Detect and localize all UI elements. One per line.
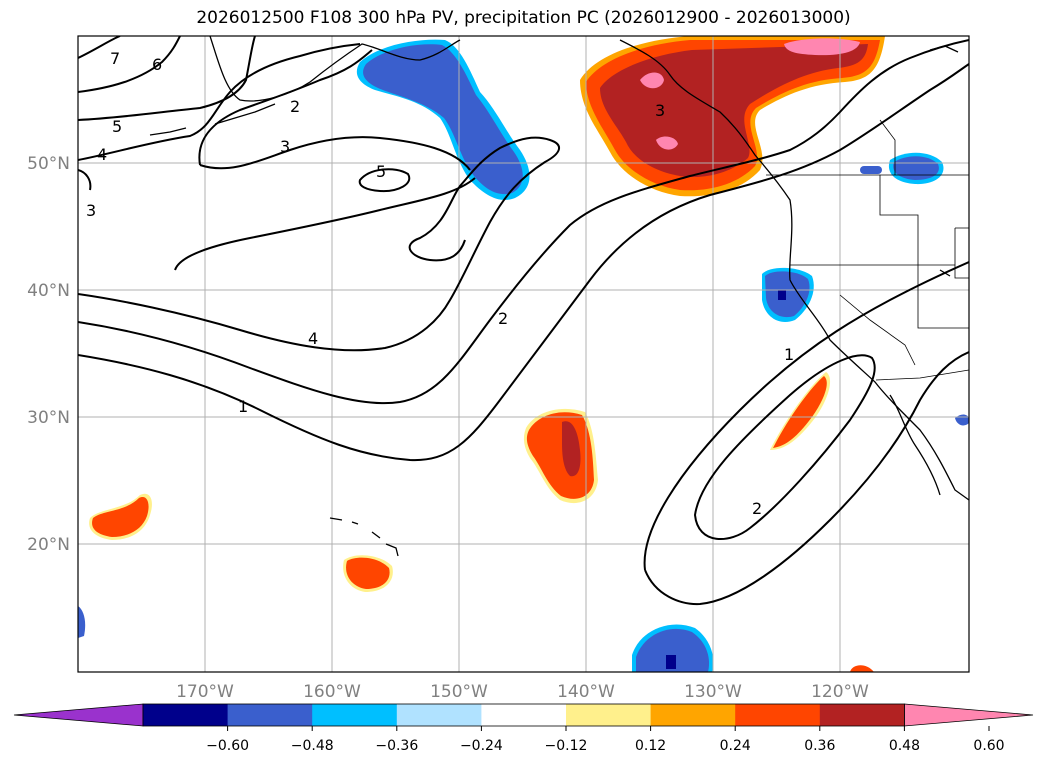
lon-label: 140°W — [557, 682, 615, 702]
colorbar-segment — [819, 704, 905, 726]
colorbar-segment — [481, 704, 567, 726]
contour-label: 2 — [290, 97, 300, 116]
lat-label: 40°N — [27, 281, 70, 301]
contour-label: 2 — [498, 309, 508, 328]
contour-1-south — [643, 261, 969, 571]
lon-label: 170°W — [176, 682, 234, 702]
latitude-labels: 50°N 40°N 30°N 20°N — [27, 154, 70, 555]
contour-4a — [78, 43, 361, 161]
colorbar-extend-high — [904, 703, 1034, 727]
state-borders — [766, 119, 969, 381]
map-frame — [77, 35, 970, 673]
contour-3c — [78, 169, 92, 191]
contour-1 — [78, 63, 969, 462]
lon-label: 150°W — [430, 682, 488, 702]
graticule — [78, 36, 969, 672]
contour-label: 3 — [86, 201, 96, 220]
colorbar-segment — [396, 704, 482, 726]
lon-label: 130°W — [684, 682, 742, 702]
contour-label: 6 — [152, 55, 162, 74]
colorbar-label: 0.36 — [804, 738, 835, 754]
colorbar-label: 0.12 — [635, 738, 666, 754]
pv-contours — [78, 36, 969, 606]
precip-anomaly-fields — [78, 36, 969, 672]
contour-7 — [78, 36, 121, 59]
colorbar-extend-low — [13, 703, 144, 727]
colorbar-label: −0.12 — [545, 738, 588, 754]
contour-6 — [78, 36, 181, 93]
lat-label: 30°N — [27, 408, 70, 428]
colorbar: −0.60 −0.48 −0.36 −0.24 −0.12 0.12 0.24 0.36 0.4… — [13, 703, 1034, 754]
colorbar-label: 0.60 — [973, 738, 1004, 754]
map-area: 7 6 5 4 3 2 3 5 4 2 1 3 1 2 — [78, 36, 969, 672]
colorbar-label: −0.48 — [291, 738, 334, 754]
colorbar-segment — [650, 704, 736, 726]
colorbar-label: −0.60 — [206, 738, 249, 754]
lat-label: 50°N — [27, 154, 70, 174]
contour-3b — [199, 136, 471, 171]
colorbar-segment — [566, 704, 652, 726]
contour-1-south-b — [644, 351, 969, 606]
contour-2-loop — [693, 354, 876, 540]
contour-3a — [198, 49, 373, 166]
contour-labels: 7 6 5 4 3 2 3 5 4 2 1 3 1 2 — [86, 49, 794, 518]
lon-label: 160°W — [303, 682, 361, 702]
colorbar-segment — [735, 704, 821, 726]
colorbar-segment — [143, 704, 229, 726]
coastlines — [149, 36, 969, 557]
colorbar-segment — [227, 704, 313, 726]
contour-label: 7 — [110, 49, 120, 68]
contour-label: 1 — [784, 345, 794, 364]
contour-label: 1 — [238, 397, 248, 416]
lat-label: 20°N — [27, 535, 70, 555]
contour-label: 5 — [112, 117, 122, 136]
contour-label: 4 — [308, 329, 318, 348]
lon-label: 120°W — [811, 682, 869, 702]
colorbar-outline — [142, 703, 905, 727]
colorbar-label: −0.24 — [460, 738, 503, 754]
colorbar-segment — [312, 704, 398, 726]
contour-label: 5 — [376, 162, 386, 181]
longitude-labels: 170°W 160°W 150°W 140°W 130°W 120°W — [176, 682, 869, 702]
contour-4b — [78, 136, 560, 352]
colorbar-label: 0.48 — [889, 738, 920, 754]
colorbar-label: 0.24 — [720, 738, 751, 754]
colorbar-label: −0.36 — [375, 738, 418, 754]
contour-label: 3 — [655, 101, 665, 120]
contour-5-loop — [358, 168, 411, 193]
contour-label: 3 — [280, 137, 290, 156]
contour-label: 4 — [97, 145, 107, 164]
contour-2 — [78, 39, 969, 405]
contour-5 — [78, 36, 256, 121]
plot-title: 2026012500 F108 300 hPa PV, precipitatio… — [196, 8, 851, 28]
contour-label: 2 — [752, 499, 762, 518]
contour-4c — [174, 177, 476, 271]
